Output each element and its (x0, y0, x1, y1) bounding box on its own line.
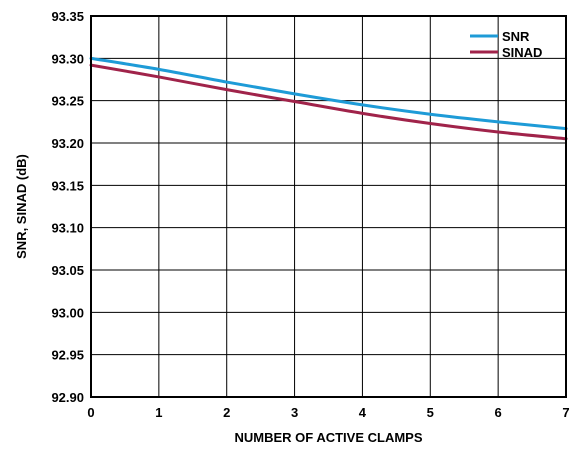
y-tick-labels: 93.35 93.30 93.25 93.20 93.15 93.10 93.05 93.00… (51, 9, 84, 405)
y-tick-label: 93.10 (51, 221, 84, 236)
y-tick-label: 93.20 (51, 136, 84, 151)
y-tick-label: 92.95 (51, 348, 84, 363)
series-layer (89, 56, 568, 141)
legend-label-snr: SNR (502, 29, 530, 44)
x-tick-label: 7 (562, 405, 569, 420)
x-tick-label: 6 (495, 405, 502, 420)
x-tick-label: 2 (223, 405, 230, 420)
y-tick-label: 93.00 (51, 305, 84, 320)
legend-label-sinad: SINAD (502, 45, 542, 60)
x-axis-title: NUMBER OF ACTIVE CLAMPS (234, 430, 422, 445)
y-tick-label: 93.15 (51, 178, 84, 193)
y-tick-label: 92.90 (51, 390, 84, 405)
plot-frame (90, 15, 567, 398)
series-line-snr (89, 56, 568, 131)
grid (90, 15, 567, 398)
y-tick-label: 93.30 (51, 51, 84, 66)
x-tick-label: 3 (291, 405, 298, 420)
x-tick-label: 5 (427, 405, 434, 420)
x-tick-label: 4 (359, 405, 367, 420)
y-tick-label: 93.25 (51, 94, 84, 109)
series-line-sinad (89, 63, 568, 141)
x-tick-label: 1 (155, 405, 162, 420)
y-axis-title: SNR, SINAD (dB) (14, 154, 29, 259)
y-tick-label: 93.05 (51, 263, 84, 278)
y-tick-label: 93.35 (51, 9, 84, 24)
x-tick-labels: 0 1 2 3 4 5 6 7 (87, 405, 569, 420)
x-tick-label: 0 (87, 405, 94, 420)
